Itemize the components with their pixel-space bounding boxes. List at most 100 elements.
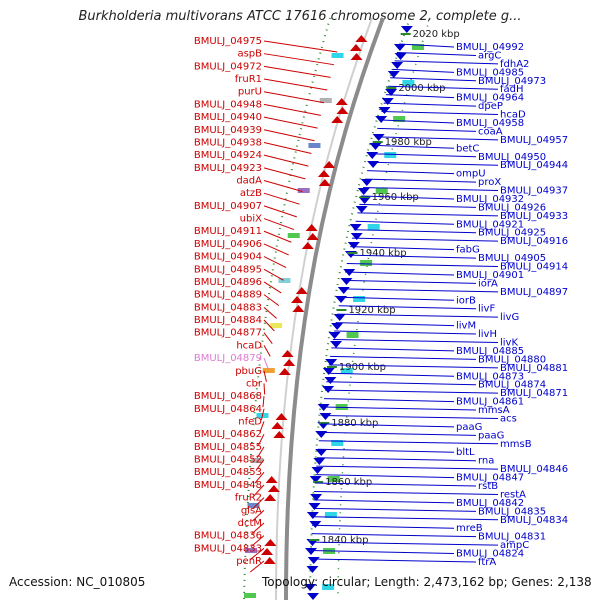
minus-strand-gene-arrow[interactable]	[271, 422, 284, 429]
right-gene-label[interactable]: BMULJ_04937	[500, 186, 568, 197]
right-gene-label[interactable]: betC	[456, 143, 479, 154]
right-gene-label[interactable]: iorB	[456, 295, 476, 306]
plus-strand-gene-arrow[interactable]	[307, 593, 320, 600]
feature-block[interactable]	[393, 116, 406, 122]
left-gene-label[interactable]: hcaD	[236, 340, 262, 351]
left-gene-label[interactable]: BMULJ_04889	[194, 290, 262, 301]
right-gene-label[interactable]: BMULJ_04926	[478, 202, 546, 213]
right-gene-label[interactable]: mreB	[456, 523, 483, 534]
right-gene-label[interactable]: fadH	[500, 84, 524, 95]
minus-strand-gene-arrow[interactable]	[264, 494, 277, 501]
right-gene-label[interactable]: mmsB	[500, 439, 532, 450]
plus-strand-gene-arrow[interactable]	[306, 566, 319, 573]
plus-strand-gene-arrow[interactable]	[310, 494, 323, 501]
left-gene-label[interactable]: BMULJ_04972	[194, 61, 262, 72]
feature-block[interactable]	[278, 278, 291, 283]
plus-strand-gene-arrow[interactable]	[322, 368, 335, 375]
plus-strand-gene-arrow[interactable]	[358, 197, 371, 204]
left-gene-label[interactable]: glsA	[241, 505, 262, 516]
left-gene-label[interactable]: BMULJ_04864	[194, 404, 262, 415]
plus-strand-gene-arrow[interactable]	[349, 224, 362, 231]
plus-strand-gene-arrow[interactable]	[309, 476, 322, 483]
right-gene-label[interactable]: BMULJ_04914	[500, 262, 568, 273]
left-gene-label[interactable]: fruR1	[235, 74, 262, 85]
right-gene-label[interactable]: BMULJ_04846	[500, 464, 568, 475]
left-gene-label[interactable]: BMULJ_04924	[194, 150, 262, 161]
minus-strand-gene-arrow[interactable]	[278, 368, 291, 375]
right-gene-label[interactable]: BMULJ_04835	[478, 506, 546, 517]
feature-block[interactable]	[411, 44, 424, 50]
left-gene-label[interactable]: penR	[236, 556, 262, 567]
feature-block[interactable]	[402, 80, 415, 86]
left-gene-label[interactable]: fruR2	[235, 493, 262, 504]
minus-strand-gene-arrow[interactable]	[305, 224, 318, 231]
right-gene-label[interactable]: BMULJ_04861	[456, 397, 524, 408]
left-gene-label[interactable]: BMULJ_04906	[194, 239, 262, 250]
right-gene-label[interactable]: BMULJ_04921	[456, 219, 524, 230]
left-gene-label[interactable]: BMULJ_04855	[194, 442, 262, 453]
left-gene-label[interactable]: BMULJ_04923	[194, 163, 262, 174]
feature-block[interactable]	[353, 296, 366, 302]
right-gene-label[interactable]: paaG	[478, 430, 504, 441]
right-gene-label[interactable]: BMULJ_04964	[456, 93, 524, 104]
left-gene-label[interactable]: ubiX	[240, 214, 262, 225]
right-gene-label[interactable]: paaG	[456, 422, 482, 433]
right-gene-label[interactable]: BMULJ_04842	[456, 498, 524, 509]
right-gene-label[interactable]: BMULJ_04881	[500, 363, 568, 374]
minus-strand-gene-arrow[interactable]	[336, 107, 349, 114]
minus-strand-gene-arrow[interactable]	[323, 161, 336, 168]
plus-strand-gene-arrow[interactable]	[372, 134, 385, 141]
right-gene-label[interactable]: BMULJ_04897	[500, 287, 568, 298]
plus-strand-gene-arrow[interactable]	[311, 467, 324, 474]
left-gene-label[interactable]: BMULJ_04895	[194, 264, 262, 275]
plus-strand-gene-arrow[interactable]	[319, 413, 332, 420]
minus-strand-gene-arrow[interactable]	[318, 179, 331, 186]
left-gene-label[interactable]: BMULJ_04883	[194, 302, 262, 313]
minus-strand-gene-arrow[interactable]	[264, 539, 277, 546]
right-gene-label[interactable]: fabG	[456, 245, 480, 256]
plus-strand-gene-arrow[interactable]	[308, 503, 321, 510]
plus-strand-gene-arrow[interactable]	[381, 98, 394, 105]
right-gene-label[interactable]: livG	[500, 312, 519, 323]
left-gene-label[interactable]: BMULJ_04848	[194, 480, 262, 491]
right-gene-label[interactable]: mmsA	[478, 405, 510, 416]
feature-block[interactable]	[262, 368, 275, 373]
right-gene-label[interactable]: BMULJ_04992	[456, 42, 524, 53]
right-gene-label[interactable]: BMULJ_04905	[478, 253, 546, 264]
left-gene-label[interactable]: BMULJ_04868	[194, 391, 262, 402]
minus-strand-gene-arrow[interactable]	[263, 557, 276, 564]
plus-strand-gene-arrow[interactable]	[394, 53, 407, 60]
left-gene-label[interactable]: BMULJ_04948	[194, 99, 262, 110]
feature-block[interactable]	[308, 143, 321, 148]
feature-block[interactable]	[331, 53, 344, 58]
feature-block[interactable]	[247, 503, 260, 508]
left-gene-label[interactable]: atzB	[240, 188, 262, 199]
left-gene-label[interactable]: BMULJ_04907	[194, 201, 262, 212]
minus-strand-gene-arrow[interactable]	[317, 170, 330, 177]
right-gene-label[interactable]: BMULJ_04933	[500, 211, 568, 222]
minus-strand-gene-arrow[interactable]	[281, 350, 294, 357]
left-gene-label[interactable]: purU	[238, 87, 262, 98]
feature-block[interactable]	[244, 593, 257, 598]
plus-strand-gene-arrow[interactable]	[305, 548, 318, 555]
right-gene-label[interactable]: ampC	[500, 540, 529, 551]
left-gene-label[interactable]: BMULJ_04852	[194, 455, 262, 466]
left-gene-label[interactable]: BMULJ_04896	[194, 277, 262, 288]
right-gene-label[interactable]: BMULJ_04880	[478, 354, 546, 365]
plus-strand-gene-arrow[interactable]	[309, 521, 322, 528]
left-gene-label[interactable]: nfeD	[238, 416, 262, 427]
plus-strand-gene-arrow[interactable]	[340, 278, 353, 285]
feature-block[interactable]	[327, 476, 340, 482]
left-gene-label[interactable]: BMULJ_04877	[194, 328, 262, 339]
minus-strand-gene-arrow[interactable]	[306, 233, 319, 240]
right-gene-label[interactable]: BMULJ_04871	[500, 388, 568, 399]
left-gene-label[interactable]: aspB	[237, 49, 262, 60]
feature-block[interactable]	[367, 224, 380, 230]
minus-strand-gene-arrow[interactable]	[291, 296, 304, 303]
plus-strand-gene-arrow[interactable]	[385, 89, 398, 96]
right-gene-label[interactable]: argC	[478, 50, 501, 61]
plus-strand-gene-arrow[interactable]	[322, 386, 335, 393]
minus-strand-gene-arrow[interactable]	[301, 242, 314, 249]
feature-block[interactable]	[245, 548, 258, 553]
